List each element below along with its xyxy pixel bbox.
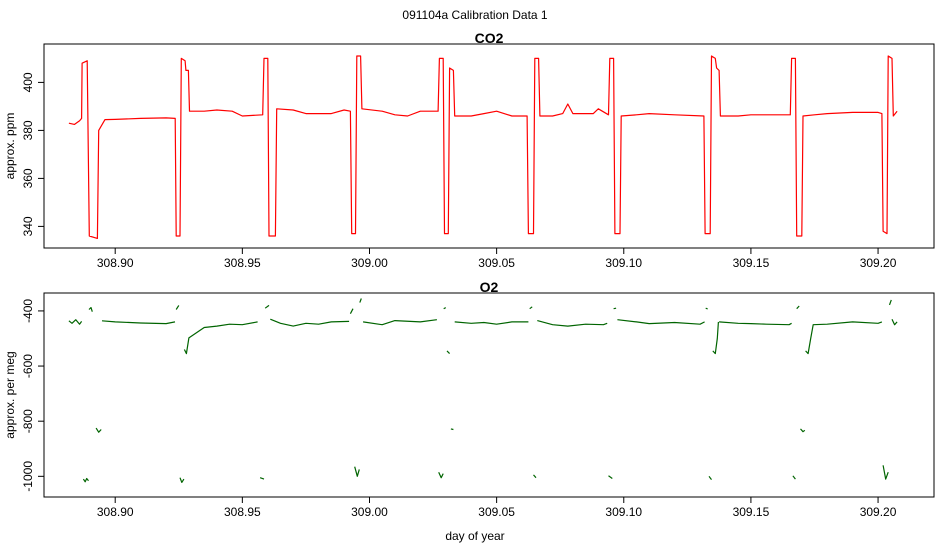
co2-xtick-label: 308.95 [224,256,261,270]
o2-series-line [537,320,608,327]
o2-series-line [712,321,719,355]
o2-panel-title: O2 [480,279,499,295]
o2-series-line [792,475,796,480]
o2-series-line [891,318,898,326]
o2-series-line [438,471,444,479]
o2-series-line [95,427,102,433]
o2-series-line [259,477,265,480]
o2-series-line [101,320,176,325]
o2-series-line [443,307,447,310]
o2-series-line [882,465,889,480]
o2-series-line [68,319,83,325]
o2-series-line [533,474,537,479]
co2-yaxis: 340 360 380 400 [21,72,44,236]
co2-panel: CO2 approx. ppm 308.90 308.95 309.00 309.05… [3,30,935,270]
o2-series-line [349,308,354,314]
o2-ylabel: approx. per meg [3,351,17,438]
o2-series-line [179,477,185,483]
o2-series-line [82,477,89,483]
o2-series-line [796,305,800,310]
o2-series-line [617,319,705,325]
o2-xaxis: 308.90 308.95 309.00 309.05 309.10 309.15 309.… [97,497,897,519]
o2-series-line [529,306,533,310]
co2-xtick-label: 309.00 [351,256,388,270]
o2-series-line [705,307,708,310]
o2-xtick-label: 309.10 [605,505,642,519]
o2-xtick-label: 308.90 [97,505,134,519]
figure-title: 091104a Calibration Data 1 [402,8,548,22]
o2-series-line [450,428,454,431]
co2-xtick-label: 309.10 [605,256,642,270]
o2-series-line [888,299,892,306]
figure-xlabel: day of year [445,529,504,543]
o2-series [68,298,898,483]
co2-xaxis: 308.90 308.95 309.00 309.05 309.10 309.15 309.… [97,248,897,270]
o2-ytick-label: -600 [21,354,35,378]
o2-xtick-label: 309.00 [351,505,388,519]
o2-ytick-label: -1000 [21,461,35,492]
co2-series [68,55,898,239]
co2-ytick-label: 340 [21,216,35,236]
co2-ytick-label: 380 [21,120,35,140]
co2-xtick-label: 308.90 [97,256,134,270]
o2-plot-frame [43,292,935,498]
co2-ylabel: approx. ppm [3,113,17,180]
o2-series-line [613,307,617,310]
o2-series-line [354,466,360,477]
o2-series-line [175,305,180,310]
o2-yaxis: -1000 -800 -600 -400 [21,299,44,492]
co2-xtick-label: 309.05 [478,256,515,270]
o2-series-line [800,428,806,433]
o2-series-line [363,319,437,326]
o2-series-line [359,298,362,303]
o2-xtick-label: 309.15 [733,505,770,519]
co2-xtick-label: 309.20 [860,256,897,270]
co2-plot-frame [43,43,935,249]
o2-series-line [708,475,712,480]
o2-series-line [719,321,792,326]
o2-series-line [454,321,529,325]
co2-series-line [68,55,898,239]
o2-series-line [88,307,93,312]
co2-panel-title: CO2 [475,30,504,46]
o2-series-line [608,475,613,479]
o2-series-line [270,318,350,327]
co2-ytick-label: 360 [21,168,35,188]
o2-series-line [805,321,883,355]
o2-series-line [183,321,258,355]
o2-ytick-label: -400 [21,299,35,323]
co2-xtick-label: 309.15 [733,256,770,270]
o2-series-line [264,304,270,309]
o2-xtick-label: 309.20 [860,505,897,519]
o2-xtick-label: 309.05 [478,505,515,519]
o2-series-line [446,350,451,355]
o2-panel: O2 approx. per meg 308.90 308.95 309.00 309… [3,279,935,519]
o2-xtick-label: 308.95 [224,505,261,519]
o2-ytick-label: -800 [21,409,35,433]
co2-ytick-label: 400 [21,72,35,92]
